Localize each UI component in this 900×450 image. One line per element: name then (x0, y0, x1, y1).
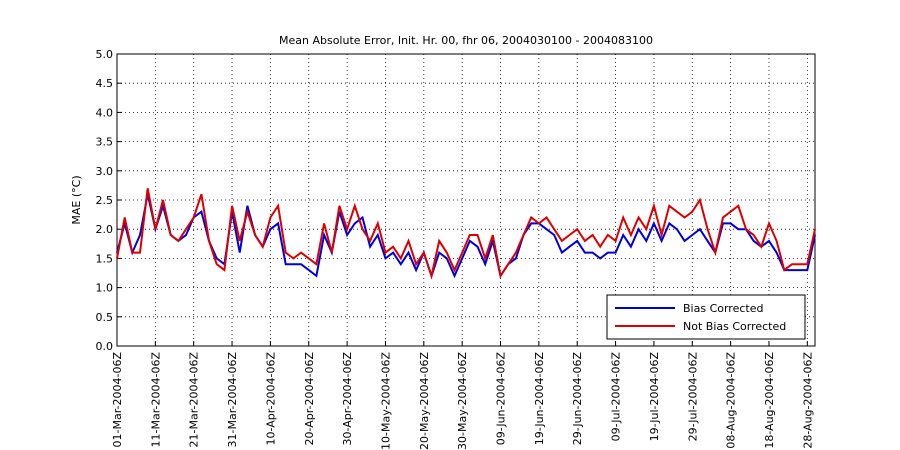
data-line (116, 188, 816, 280)
y-tick-label: 4.5 (96, 77, 114, 90)
legend-label: Not Bias Corrected (683, 320, 786, 333)
x-tick-label: 09-Jul-2004-06Z (610, 352, 623, 442)
x-tick-label: 01-Mar-2004-06Z (111, 352, 124, 448)
y-axis-label: MAE (°C) (70, 175, 83, 224)
y-tick-label: 2.0 (96, 223, 114, 236)
x-tick-label: 19-Jun-2004-06Z (533, 352, 546, 446)
x-tick-label: 09-Jun-2004-06Z (495, 352, 508, 446)
y-tick-label: 0.5 (96, 311, 114, 324)
legend: Bias Corrected Not Bias Corrected (606, 294, 806, 340)
y-tick-label: 0.0 (96, 340, 114, 353)
y-tick-label: 3.5 (96, 136, 114, 149)
x-tick-label: 08-Aug-2004-06Z (725, 352, 738, 449)
x-tick-label: 28-Aug-2004-06Z (801, 352, 814, 449)
y-tick-label: 3.0 (96, 165, 114, 178)
x-tick-label: 29-Jul-2004-06Z (686, 352, 699, 442)
y-tick-label: 5.0 (96, 48, 114, 61)
chart-title: Mean Absolute Error, Init. Hr. 00, fhr 0… (279, 34, 653, 47)
x-tick-label: 10-May-2004-06Z (379, 352, 392, 450)
y-tick-label: 2.5 (96, 194, 114, 207)
y-tick-label: 1.5 (96, 252, 114, 265)
x-tick-label: 31-Mar-2004-06Z (226, 352, 239, 448)
legend-box (606, 294, 806, 340)
x-tick-label: 30-Apr-2004-06Z (341, 352, 354, 446)
legend-label: Bias Corrected (683, 302, 763, 315)
x-tick-label: 11-Mar-2004-06Z (149, 352, 162, 448)
x-tick-label: 20-May-2004-06Z (418, 352, 431, 450)
x-tick-label: 20-Apr-2004-06Z (303, 352, 316, 446)
x-tick-label: 21-Mar-2004-06Z (188, 352, 201, 448)
x-tick-label: 18-Aug-2004-06Z (763, 352, 776, 449)
data-line (116, 193, 816, 280)
x-tick-label: 29-Jun-2004-06Z (571, 352, 584, 446)
y-tick-label: 1.0 (96, 282, 114, 295)
plot-frame (116, 53, 816, 347)
x-tick-label: 10-Apr-2004-06Z (264, 352, 277, 446)
x-tick-label: 19-Jul-2004-06Z (648, 352, 661, 442)
y-tick-label: 4.0 (96, 106, 114, 119)
x-tick-label: 30-May-2004-06Z (456, 352, 469, 450)
